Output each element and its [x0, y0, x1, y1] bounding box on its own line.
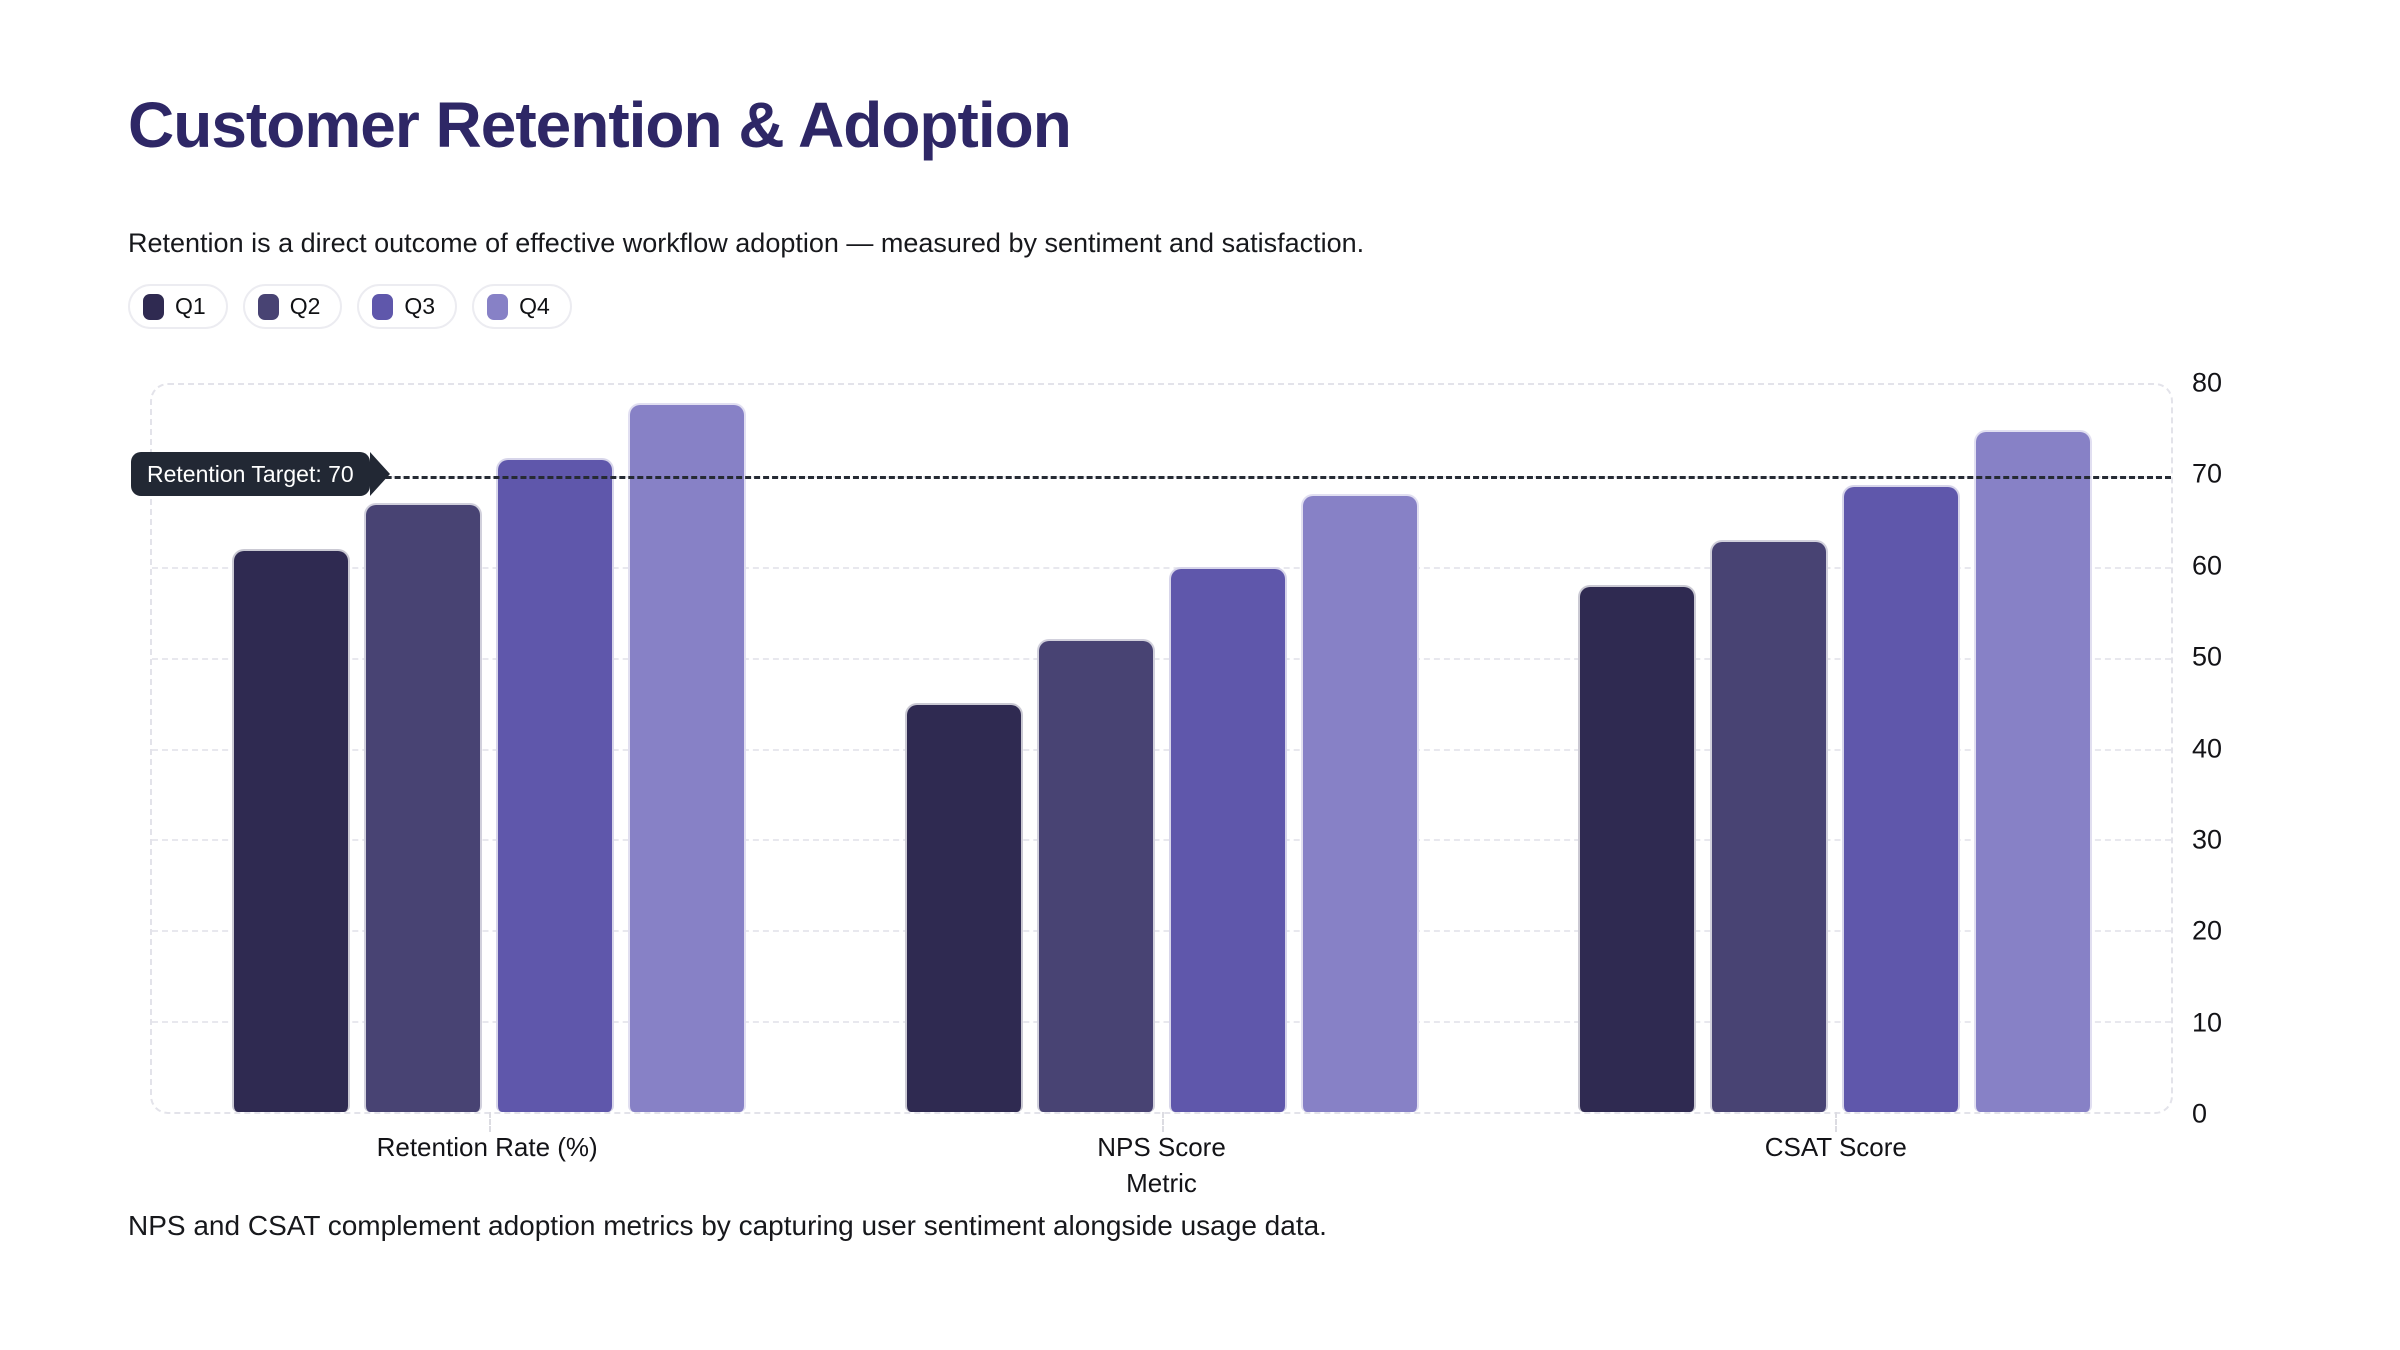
- legend-item-label: Q4: [519, 293, 550, 319]
- bar-q2-retention-rate[interactable]: [363, 503, 482, 1112]
- y-tick-label-60: 60: [2192, 550, 2223, 581]
- bar-q4-csat-score[interactable]: [1973, 430, 2092, 1112]
- x-tick-label-retention-rate: Retention Rate (%): [376, 1132, 598, 1162]
- x-tick-mark: [1161, 1112, 1164, 1132]
- page-title: Customer Retention & Adoption: [128, 89, 1072, 161]
- legend-swatch-icon: [143, 293, 164, 320]
- bar-q3-retention-rate[interactable]: [495, 457, 614, 1112]
- legend-item-label: Q1: [175, 293, 206, 319]
- x-tick-label-csat-score: CSAT Score: [1764, 1132, 1907, 1162]
- bar-q1-nps-score[interactable]: [904, 703, 1023, 1112]
- bar-q3-nps-score[interactable]: [1168, 566, 1287, 1112]
- legend-swatch-icon: [487, 293, 509, 320]
- bar-q1-retention-rate[interactable]: [231, 548, 350, 1112]
- bar-q2-nps-score[interactable]: [1036, 639, 1155, 1112]
- gridline-y60: [152, 566, 2171, 569]
- y-tick-label-50: 50: [2192, 641, 2223, 672]
- y-tick-label-40: 40: [2192, 733, 2223, 763]
- y-tick-label-0: 0: [2192, 1098, 2208, 1129]
- y-tick-label-10: 10: [2192, 1007, 2223, 1038]
- gridline-y40: [152, 748, 2171, 751]
- bar-q4-nps-score[interactable]: [1300, 494, 1419, 1112]
- x-axis-title: Metric: [1126, 1168, 1197, 1198]
- y-tick-label-70: 70: [2192, 458, 2223, 489]
- bar-q3-csat-score[interactable]: [1841, 484, 1960, 1112]
- plot-area: [150, 383, 2173, 1132]
- chart-legend: Q1 Q2 Q3 Q4: [128, 284, 572, 329]
- y-tick-label-80: 80: [2192, 367, 2223, 398]
- gridline-y30: [152, 839, 2171, 842]
- legend-item-label: Q3: [404, 293, 436, 319]
- retention-target-pill: Retention Target: 70: [131, 452, 390, 496]
- chart-caption: NPS and CSAT complement adoption metrics…: [128, 1210, 1327, 1241]
- y-axis: 0 10 20 30 40 50 60 70 80: [2192, 368, 2292, 1129]
- legend-item-label: Q2: [289, 293, 321, 319]
- gridline-y50: [152, 657, 2171, 660]
- bar-q2-csat-score[interactable]: [1709, 539, 1828, 1112]
- gridline-y10: [152, 1021, 2171, 1024]
- legend-swatch-icon: [372, 293, 394, 320]
- x-tick-mark: [488, 1112, 491, 1132]
- legend-item-q3[interactable]: Q3: [357, 284, 458, 329]
- bar-q1-csat-score[interactable]: [1577, 584, 1696, 1112]
- x-tick-mark: [1834, 1112, 1837, 1132]
- bar-q4-retention-rate[interactable]: [627, 403, 746, 1112]
- gridline-y20: [152, 930, 2171, 933]
- x-tick-label-nps-score: NPS Score: [1097, 1132, 1226, 1162]
- legend-item-q1[interactable]: Q1: [128, 284, 228, 329]
- y-tick-label-30: 30: [2192, 824, 2223, 855]
- y-tick-label-20: 20: [2192, 915, 2223, 946]
- x-axis-labels: Retention Rate (%) NPS Score CSAT Score: [150, 1132, 2173, 1172]
- page-subtitle: Retention is a direct outcome of effecti…: [128, 228, 1365, 258]
- legend-item-q2[interactable]: Q2: [242, 284, 343, 329]
- legend-swatch-icon: [257, 293, 279, 320]
- legend-item-q4[interactable]: Q4: [472, 284, 572, 329]
- retention-target-line: [152, 475, 2171, 479]
